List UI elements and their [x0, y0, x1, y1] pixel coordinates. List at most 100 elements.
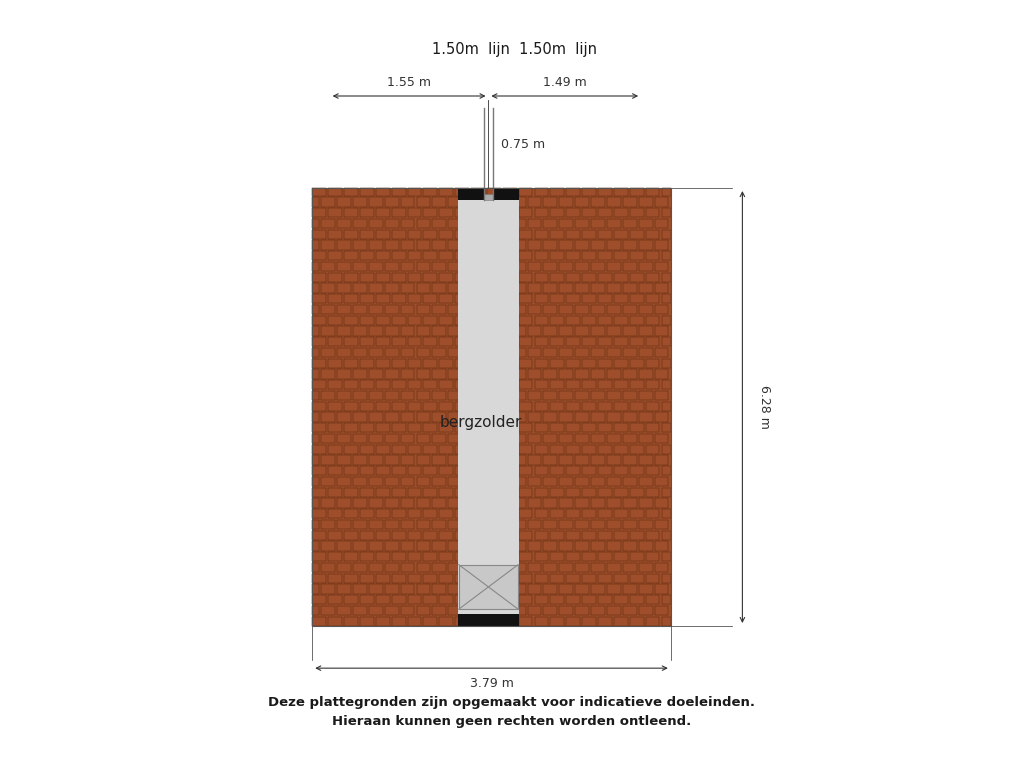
- Bar: [328, 423, 342, 432]
- Bar: [353, 477, 367, 486]
- Bar: [400, 606, 415, 615]
- Bar: [328, 531, 342, 540]
- Bar: [535, 402, 549, 411]
- Bar: [432, 305, 446, 314]
- Bar: [503, 273, 517, 282]
- Bar: [369, 305, 383, 314]
- Bar: [385, 348, 398, 357]
- Bar: [598, 273, 612, 282]
- Bar: [559, 326, 573, 336]
- Bar: [512, 606, 525, 615]
- Bar: [385, 434, 398, 443]
- Bar: [519, 208, 532, 217]
- Bar: [369, 262, 383, 271]
- Bar: [591, 391, 605, 400]
- Bar: [369, 498, 383, 508]
- Bar: [400, 391, 415, 400]
- Bar: [392, 423, 406, 432]
- Bar: [456, 402, 469, 411]
- Bar: [400, 305, 415, 314]
- Bar: [471, 208, 485, 217]
- Bar: [456, 188, 469, 196]
- Bar: [662, 359, 671, 368]
- Bar: [328, 188, 342, 196]
- Bar: [376, 273, 390, 282]
- Bar: [322, 262, 335, 271]
- Bar: [344, 617, 358, 626]
- Bar: [312, 434, 319, 443]
- Bar: [424, 208, 437, 217]
- Bar: [385, 262, 398, 271]
- Bar: [639, 606, 652, 615]
- Bar: [551, 316, 564, 325]
- Bar: [439, 208, 454, 217]
- Bar: [400, 563, 415, 572]
- Bar: [662, 574, 671, 583]
- Bar: [551, 251, 564, 260]
- Bar: [471, 531, 485, 540]
- Bar: [527, 197, 542, 207]
- Bar: [312, 412, 319, 422]
- Bar: [630, 531, 644, 540]
- Bar: [527, 455, 542, 465]
- Bar: [417, 412, 430, 422]
- Bar: [344, 273, 358, 282]
- Bar: [424, 380, 437, 389]
- Bar: [535, 509, 549, 518]
- Bar: [328, 466, 342, 475]
- Bar: [519, 445, 532, 454]
- Bar: [575, 348, 589, 357]
- Bar: [328, 574, 342, 583]
- Bar: [544, 477, 557, 486]
- Bar: [417, 240, 430, 250]
- Bar: [432, 412, 446, 422]
- Bar: [353, 348, 367, 357]
- Bar: [408, 466, 422, 475]
- Bar: [496, 498, 510, 508]
- Bar: [639, 283, 652, 293]
- Bar: [424, 423, 437, 432]
- Bar: [527, 326, 542, 336]
- Bar: [519, 423, 532, 432]
- Bar: [369, 240, 383, 250]
- Bar: [662, 402, 671, 411]
- Bar: [417, 262, 430, 271]
- Bar: [614, 294, 628, 303]
- Bar: [646, 251, 659, 260]
- Bar: [662, 423, 671, 432]
- Bar: [400, 369, 415, 379]
- Bar: [598, 466, 612, 475]
- Bar: [353, 498, 367, 508]
- Bar: [312, 531, 326, 540]
- Bar: [328, 316, 342, 325]
- Bar: [456, 359, 469, 368]
- Bar: [408, 273, 422, 282]
- Bar: [432, 563, 446, 572]
- Bar: [360, 188, 374, 196]
- Bar: [417, 197, 430, 207]
- Bar: [575, 563, 589, 572]
- Bar: [535, 617, 549, 626]
- Bar: [535, 423, 549, 432]
- Bar: [503, 230, 517, 239]
- Bar: [583, 337, 596, 346]
- Bar: [559, 197, 573, 207]
- Bar: [551, 208, 564, 217]
- Bar: [591, 563, 605, 572]
- Bar: [337, 326, 351, 336]
- Bar: [369, 219, 383, 228]
- Bar: [654, 283, 669, 293]
- Bar: [559, 477, 573, 486]
- Bar: [559, 455, 573, 465]
- Bar: [312, 273, 326, 282]
- Bar: [322, 584, 335, 594]
- Bar: [623, 283, 637, 293]
- Bar: [559, 391, 573, 400]
- Bar: [376, 188, 390, 196]
- Bar: [312, 552, 326, 561]
- Bar: [512, 584, 525, 594]
- Bar: [566, 509, 581, 518]
- Bar: [623, 348, 637, 357]
- Bar: [591, 520, 605, 529]
- Bar: [566, 294, 581, 303]
